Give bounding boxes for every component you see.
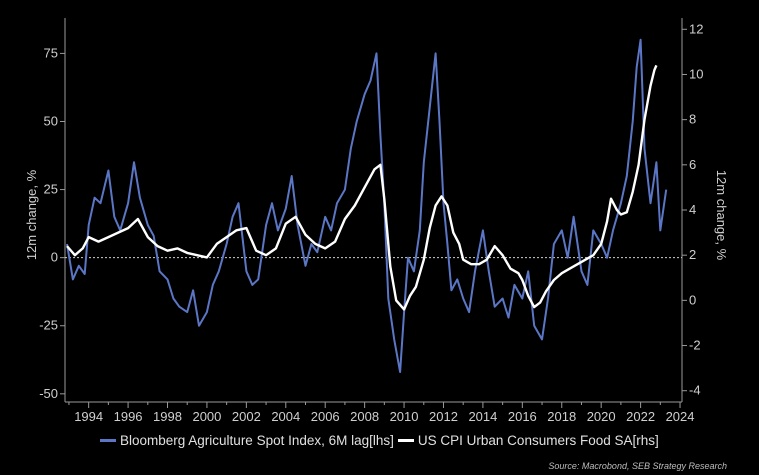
- legend-swatch-cpi: [397, 439, 414, 442]
- y-right-tick-label-2: 8: [689, 112, 696, 127]
- x-tick-label-9: 2012: [429, 409, 458, 424]
- series-line-1: [66, 64, 658, 311]
- legend-item-agri: Bloomberg Agriculture Spot Index, 6M lag…: [100, 433, 394, 448]
- y-left-tick-label-2: 25: [44, 182, 58, 197]
- legend-swatch-agri: [100, 439, 116, 442]
- x-tick-label-13: 2020: [587, 409, 616, 424]
- x-tick-label-5: 2004: [271, 409, 300, 424]
- x-tick-label-11: 2016: [508, 409, 537, 424]
- x-tick-label-3: 2000: [192, 409, 221, 424]
- series-line-0: [66, 38, 668, 373]
- x-tick-label-10: 2014: [468, 409, 497, 424]
- y-left-tick-label-4: -25: [39, 318, 58, 333]
- y-axis-right-label: 12m change, %: [714, 170, 729, 261]
- y-right-tick-label-7: -2: [689, 338, 701, 353]
- x-tick-label-7: 2008: [350, 409, 379, 424]
- legend-label-agri: Bloomberg Agriculture Spot Index, 6M lag…: [120, 433, 394, 448]
- y-right-tick-label-4: 4: [689, 202, 696, 217]
- source-note: Source: Macrobond, SEB Strategy Research: [548, 461, 727, 471]
- x-tick-label-8: 2010: [390, 409, 419, 424]
- y-right-tick-label-6: 0: [689, 292, 696, 307]
- y-right-tick-label-3: 6: [689, 157, 696, 172]
- x-tick-label-2: 1998: [153, 409, 182, 424]
- x-tick-label-0: 1994: [74, 409, 103, 424]
- y-right-tick-label-8: -4: [689, 383, 701, 398]
- x-tick-label-4: 2002: [232, 409, 261, 424]
- legend-label-cpi: US CPI Urban Consumers Food SA[rhs]: [417, 433, 659, 448]
- y-left-tick-label-0: 75: [44, 45, 58, 60]
- chart: 75 50 25 0 -25 -50 12 10 8 6 4 2 0 -2 -4 1994 1996 1998 20…: [24, 18, 729, 424]
- y-left-tick-label-3: 0: [51, 250, 58, 265]
- plot-area: 75 50 25 0 -25 -50 12 10 8 6 4 2 0 -2 -4 1994 1996 1998 20…: [39, 18, 703, 424]
- y-right-tick-label-1: 10: [689, 66, 703, 81]
- y-right-tick-label-0: 12: [689, 21, 703, 36]
- x-tick-label-6: 2006: [311, 409, 340, 424]
- x-tick-label-14: 2022: [626, 409, 655, 424]
- x-tick-label-12: 2018: [547, 409, 576, 424]
- y-left-tick-label-5: -50: [39, 386, 58, 401]
- legend-item-cpi: US CPI Urban Consumers Food SA[rhs]: [397, 433, 659, 448]
- y-right-tick-label-5: 2: [689, 247, 696, 262]
- legend: Bloomberg Agriculture Spot Index, 6M lag…: [100, 433, 663, 448]
- y-axis-left-label: 12m change, %: [24, 169, 39, 260]
- y-left-tick-label-1: 50: [44, 113, 58, 128]
- x-tick-label-15: 2024: [666, 409, 695, 424]
- x-tick-label-1: 1996: [114, 409, 143, 424]
